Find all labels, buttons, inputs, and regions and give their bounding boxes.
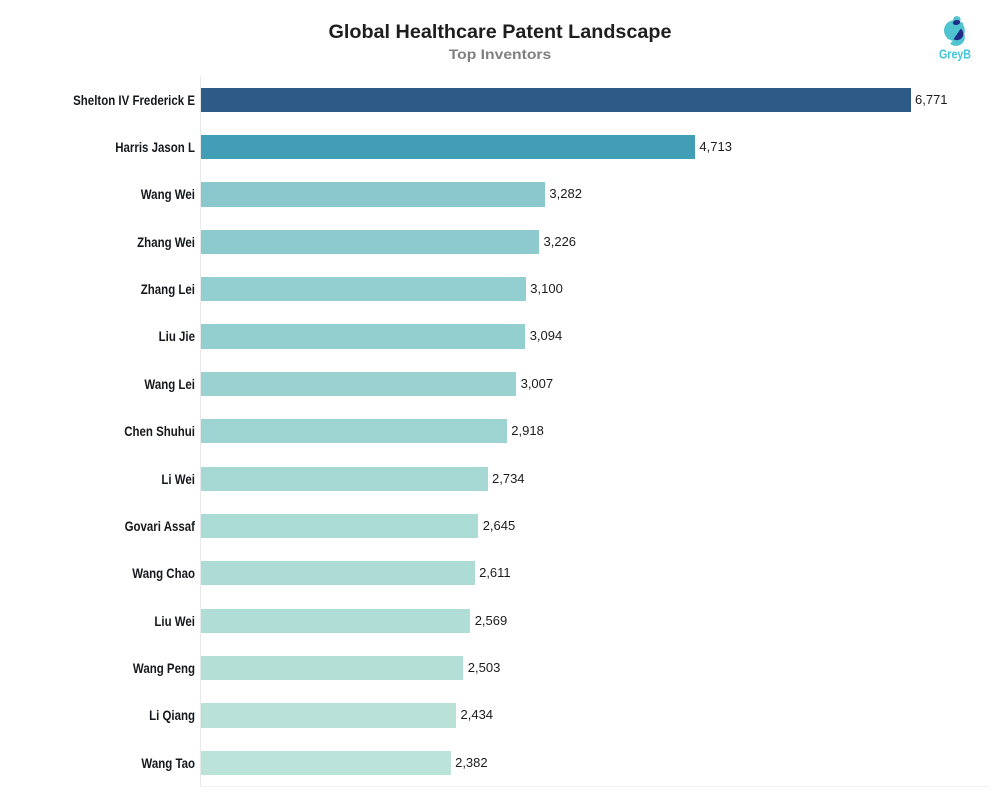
svg-text:GreyB: GreyB [939, 46, 971, 61]
